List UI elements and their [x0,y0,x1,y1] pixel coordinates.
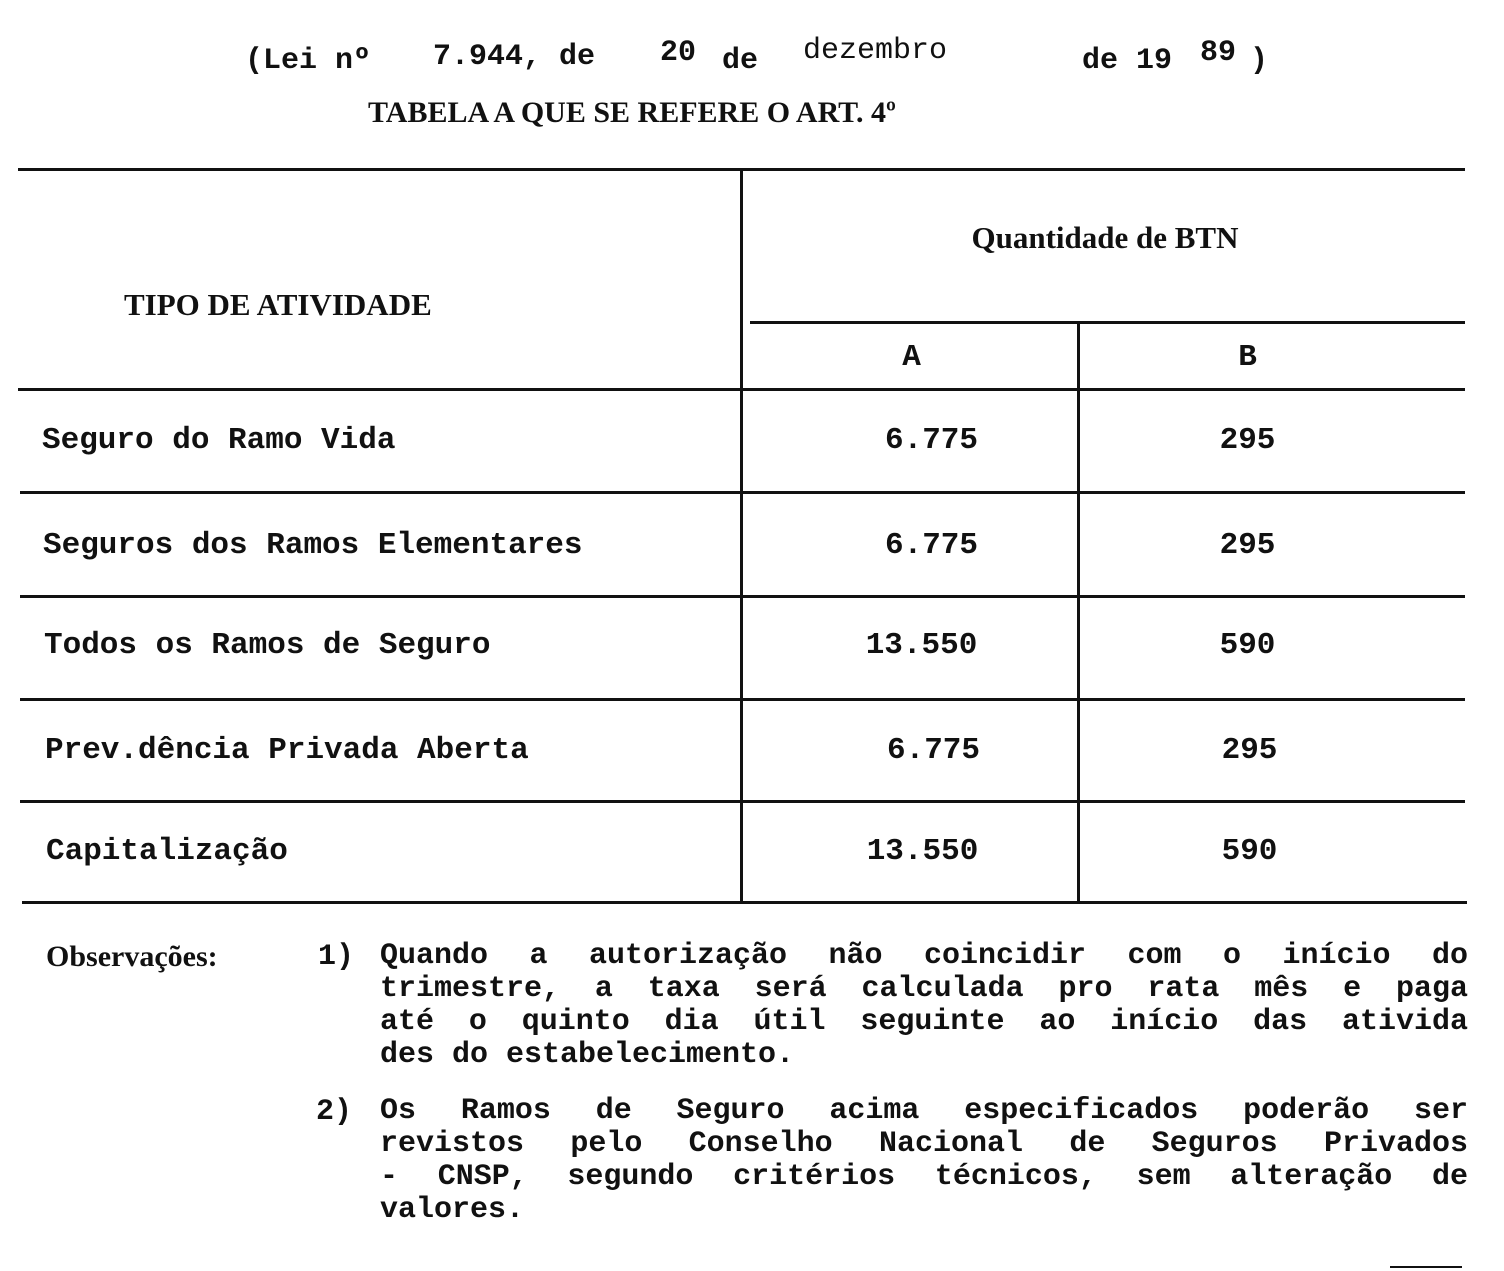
header-activity: TIPO DE ATIVIDADE [124,287,432,322]
note-line: valores. [380,1193,525,1227]
row-rule [20,800,1465,803]
subheader-rule [750,321,1465,324]
header-col-b: B [1238,340,1257,375]
value-b-cell: 295 [1221,733,1278,768]
note-line: até o quinto dia útil seguinte ao início… [380,1005,1468,1039]
law-day: 20 [660,36,697,70]
note-number: 2) [316,1095,353,1129]
footer-rule [1390,1266,1462,1268]
law-month: dezembro [803,34,948,68]
law-close: ) [1250,44,1269,78]
activity-cell: Todos os Ramos de Seguro [44,628,491,663]
note-line: des do estabelecimento. [380,1038,795,1072]
value-b-cell: 295 [1219,528,1276,563]
note-line: Quando a autorização não coincidir com o… [380,939,1468,973]
activity-cell: Prev.dência Privada Aberta [45,733,529,768]
row-rule [20,698,1465,701]
activity-cell: Seguro do Ramo Vida [42,423,396,458]
column-divider-ab [1077,321,1080,903]
note-line: revistos pelo Conselho Nacional de Segur… [380,1127,1468,1161]
law-de-year: de 19 [1082,44,1173,78]
value-a-cell: 6.775 [884,423,978,458]
value-b-cell: 590 [1221,834,1278,869]
law-open: (Lei nº [245,44,372,78]
law-de: de [722,44,759,78]
header-bottom-rule [18,388,1465,391]
note-line: Os Ramos de Seguro acima especificados p… [380,1094,1468,1128]
observations-label: Observações: [46,940,218,973]
law-year-suffix: 89 [1200,36,1237,70]
row-rule [20,491,1465,494]
column-divider-main [740,168,743,903]
table-bottom-rule [22,901,1467,904]
value-b-cell: 590 [1219,628,1276,663]
value-b-cell: 295 [1219,423,1276,458]
law-number: 7.944, de [433,40,596,74]
row-rule [20,595,1465,598]
value-a-cell: 6.775 [884,528,978,563]
header-btn-quantity: Quantidade de BTN [971,220,1239,255]
note-line: - CNSP, segundo critérios técnicos, sem … [380,1160,1468,1194]
header-col-a: A [902,340,921,375]
note-2: Os Ramos de Seguro acima especificados p… [380,1095,1468,1227]
activity-cell: Seguros dos Ramos Elementares [43,528,583,563]
note-1: Quando a autorização não coincidir com o… [380,940,1468,1072]
table-title: TABELA A QUE SE REFERE O ART. 4º [368,96,896,129]
value-a-cell: 6.775 [886,733,980,768]
value-a-cell: 13.550 [866,834,979,869]
note-number: 1) [318,940,355,974]
note-line: trimestre, a taxa será calculada pro rat… [380,972,1468,1006]
activity-cell: Capitalização [46,834,288,869]
value-a-cell: 13.550 [865,628,978,663]
